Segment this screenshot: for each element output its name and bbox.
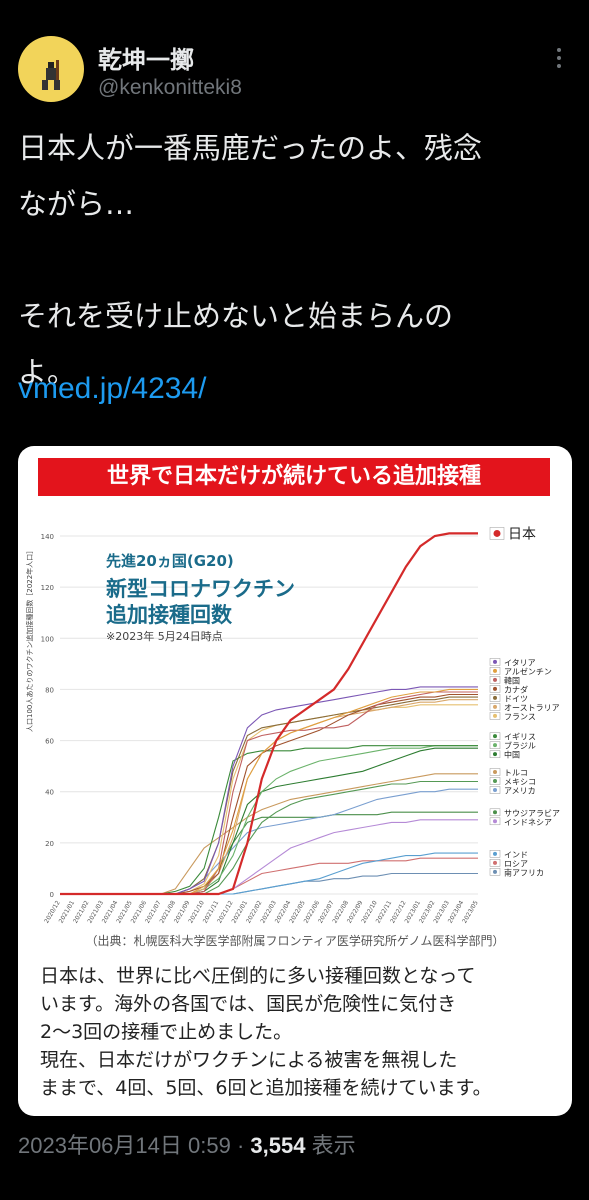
meta-separator: · — [230, 1133, 251, 1158]
flag-mark — [493, 778, 497, 783]
series-line — [60, 696, 478, 895]
flag-mark — [493, 869, 497, 874]
series-line — [60, 780, 478, 895]
more-options-icon[interactable] — [547, 48, 571, 72]
y-tick-label: 60 — [45, 738, 54, 746]
x-tick-labels: 2020/122021/012021/022021/032021/042021/… — [43, 899, 480, 924]
legend-label: トルコ — [504, 768, 528, 777]
views-label: 表示 — [305, 1133, 356, 1158]
legend-label: 中国 — [504, 750, 520, 760]
series-lines — [60, 532, 478, 896]
chart-source: （出典：札幌医科大学医学部附属フロンティア医学研究所ゲノム医科学部門） — [85, 934, 505, 948]
legend-label: ドイツ — [504, 694, 528, 703]
chart-title-3: 追加接種回数 — [106, 603, 233, 627]
chart-title-2: 新型コロナワクチン — [106, 577, 295, 601]
y-tick-label: 120 — [41, 584, 54, 592]
y-tick-labels: 0 20 40 60 80 100 120 140 — [41, 533, 54, 899]
chart-grid — [60, 535, 478, 895]
flag-mark — [493, 769, 497, 774]
flag-mark — [493, 851, 497, 856]
legend-label: インド — [504, 850, 528, 859]
flag-mark — [493, 752, 497, 757]
legend-label: イギリス — [504, 733, 536, 742]
flag-mark — [493, 743, 497, 748]
avatar[interactable] — [18, 36, 84, 102]
series-line — [60, 693, 478, 895]
flag-mark — [493, 659, 497, 664]
tweet-text: 日本人が一番馬鹿だったのよ、残念 ながら… それを受け止めないと始まらんの よ。 — [18, 131, 483, 389]
legend-label: カナダ — [504, 684, 528, 694]
vaccine-chart: 0 20 40 60 80 100 120 140 2020/122021/012021/02… — [25, 526, 560, 924]
y-tick-label: 0 — [50, 891, 54, 899]
series-line — [60, 819, 478, 895]
series-line — [60, 811, 478, 895]
author-name[interactable]: 乾坤一擲 — [98, 46, 194, 74]
view-count: 3,554 — [250, 1133, 306, 1158]
tweet-image[interactable]: 世界で日本だけが続けている追加接種 0 20 40 60 80 100 120 140 202… — [18, 446, 572, 1116]
y-tick-label: 40 — [45, 789, 54, 797]
flag-mark — [493, 787, 497, 792]
flag-mark — [493, 819, 497, 824]
flag-mark — [493, 810, 497, 815]
flag-mark — [493, 704, 497, 709]
y-axis-label: 人口100人あたりのワクチン追加接種回数［2022年人口］ — [25, 547, 34, 732]
chart-title-1: 先進20ヵ国(G20) — [106, 552, 234, 570]
timestamp[interactable]: 2023年06月14日 0:59 — [18, 1133, 231, 1158]
y-tick-label: 100 — [41, 635, 54, 643]
legend-label: サウジアラビア — [504, 809, 560, 818]
avatar-figure-icon — [42, 60, 60, 90]
legend-label: アメリカ — [504, 786, 536, 795]
chart-date: ※2023年 5月24日時点 — [106, 629, 223, 643]
legend-label: 韓国 — [504, 675, 520, 685]
legend-label: フランス — [504, 712, 536, 721]
tweet-link[interactable]: vmed.jp/4234/ — [18, 372, 207, 405]
legend-label: イタリア — [504, 658, 536, 667]
series-line — [60, 704, 478, 895]
image-banner: 世界で日本だけが続けている追加接種 — [38, 458, 550, 496]
image-caption: 日本は、世界に比べ圧倒的に多い接種回数となって います。海外の各国では、国民が危… — [40, 965, 492, 1099]
series-line — [60, 532, 478, 896]
legend-label: ロシア — [504, 859, 528, 868]
y-tick-label: 80 — [45, 686, 54, 694]
legend-label: インドネシア — [504, 818, 552, 827]
tweet-header: 乾坤一擲 @kenkonitteki8 — [18, 36, 571, 106]
y-tick-label: 20 — [45, 840, 54, 848]
legend-label: 南アフリカ — [504, 867, 544, 877]
author-handle[interactable]: @kenkonitteki8 — [98, 76, 242, 99]
legend-label: 日本 — [508, 526, 536, 542]
series-line — [60, 699, 478, 895]
flag-mark — [493, 713, 497, 718]
flag-mark — [493, 686, 497, 691]
flag-mark — [493, 529, 501, 537]
legend-label: メキシコ — [504, 777, 536, 786]
legend-label: オーストラリア — [504, 703, 560, 712]
chart-legend: 日本イタリアアルゼンチン韓国カナダドイツオーストラリアフランスイギリスブラジル中… — [489, 526, 560, 877]
flag-mark — [493, 860, 497, 865]
legend-label: ブラジル — [504, 741, 536, 751]
y-tick-label: 140 — [41, 533, 54, 541]
series-line — [60, 872, 478, 895]
flag-mark — [493, 695, 497, 700]
legend-label: アルゼンチン — [504, 666, 552, 676]
series-line — [60, 788, 478, 895]
flag-mark — [493, 668, 497, 673]
flag-mark — [493, 677, 497, 682]
tweet-meta: 2023年06月14日 0:59 · 3,554 表示 — [18, 1128, 356, 1160]
flag-mark — [493, 734, 497, 739]
